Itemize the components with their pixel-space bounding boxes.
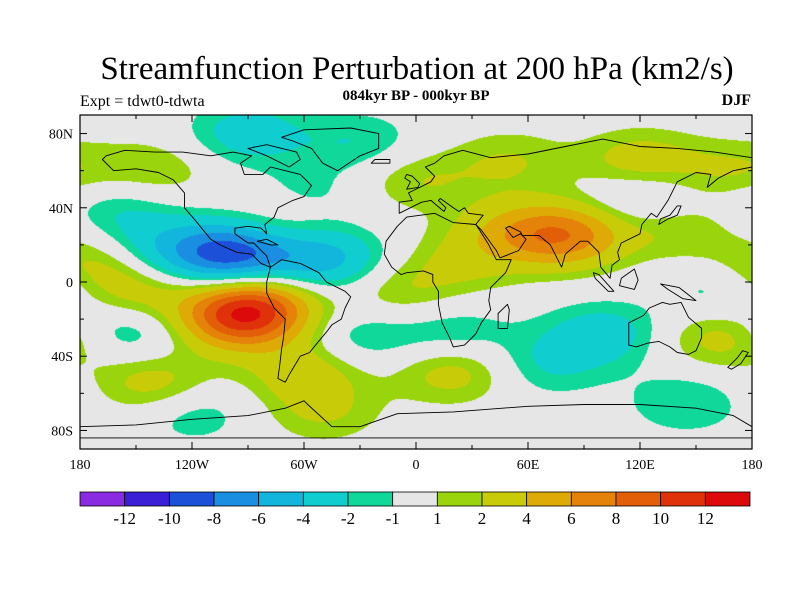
coastline-greenland [281, 127, 380, 172]
coastline-africa [383, 212, 512, 348]
colorbar-box [570, 491, 617, 507]
colorbar-label: 10 [652, 509, 669, 528]
colorbar-box [347, 491, 394, 507]
coastline-borneo [619, 268, 639, 290]
x-tick-label: 0 [413, 458, 420, 473]
colorbar-box [526, 491, 572, 507]
coastline-japan [658, 205, 682, 225]
colorbar-box [168, 491, 215, 507]
figure-title: Streamfunction Perturbation at 200 hPa (… [100, 51, 734, 87]
coastline-sumatra [592, 272, 615, 292]
x-tick-label: 180 [70, 458, 91, 473]
period-label: 084kyr BP - 000kyr BP [342, 88, 490, 104]
coastline-south-america [266, 259, 352, 383]
y-tick-label: 40N [49, 202, 73, 217]
axis-ticks: 180 120W 60W 0 60E 120E 180 80N 40N 0 40S 80S [49, 115, 763, 473]
coastline-new-zealand [727, 350, 749, 370]
colorbar-box [213, 491, 260, 507]
colorbar-box [615, 491, 662, 507]
coastline-madagascar [497, 303, 510, 329]
colorbar-box [704, 491, 751, 507]
colorbar-label: 12 [697, 509, 714, 528]
season-label: DJF [721, 92, 751, 109]
colorbar-box [79, 491, 126, 507]
x-tick-label: 60E [517, 458, 540, 473]
colorbar-box [124, 491, 170, 507]
y-tick-label: 80N [49, 128, 73, 143]
colorbar-label: 6 [567, 509, 576, 528]
colorbar-label: -2 [341, 509, 355, 528]
coastline-north-america [101, 149, 312, 268]
colorbar-label: -10 [158, 509, 181, 528]
colorbar-label: 4 [522, 509, 531, 528]
colorbar: -12 -10 -8 -6 -4 -2 -1 1 2 4 6 8 10 12 [79, 491, 751, 528]
coastline-cuba [256, 238, 279, 246]
colorbar-box [436, 491, 483, 507]
coastline-antarctica [80, 400, 752, 439]
coastlines [80, 127, 752, 439]
coastline-eurasia [398, 138, 752, 279]
y-tick-label: 40S [51, 350, 73, 365]
x-tick-label: 60W [290, 458, 318, 473]
experiment-label: Expt = tdwt0-tdwta [80, 93, 205, 110]
coastline-new-guinea [660, 283, 697, 302]
colorbar-label: -4 [296, 509, 311, 528]
streamfunction-field [80, 115, 752, 449]
colorbar-box [481, 491, 528, 507]
x-tick-label: 120E [625, 458, 655, 473]
coastline-great-britain [404, 173, 421, 190]
coastline-iceland [370, 159, 391, 164]
colorbar-label: 8 [612, 509, 621, 528]
coastline-baffin-island [247, 144, 301, 168]
y-tick-label: 80S [51, 424, 73, 439]
map-panel: 180 120W 60W 0 60E 120E 180 80N 40N 0 40S 80S [49, 114, 763, 473]
colorbar-box [302, 491, 349, 507]
colorbar-label: -12 [113, 509, 136, 528]
colorbar-label: 1 [433, 509, 442, 528]
colorbar-box [660, 491, 706, 507]
colorbar-label: -8 [207, 509, 221, 528]
colorbar-box [258, 491, 304, 507]
coastline-australia [628, 301, 703, 355]
y-tick-label: 0 [66, 276, 73, 291]
colorbar-label: -1 [386, 509, 400, 528]
colorbar-label: -6 [252, 509, 266, 528]
colorbar-label: 2 [478, 509, 487, 528]
x-tick-label: 120W [175, 458, 210, 473]
colorbar-box [392, 491, 438, 507]
x-tick-label: 180 [742, 458, 763, 473]
